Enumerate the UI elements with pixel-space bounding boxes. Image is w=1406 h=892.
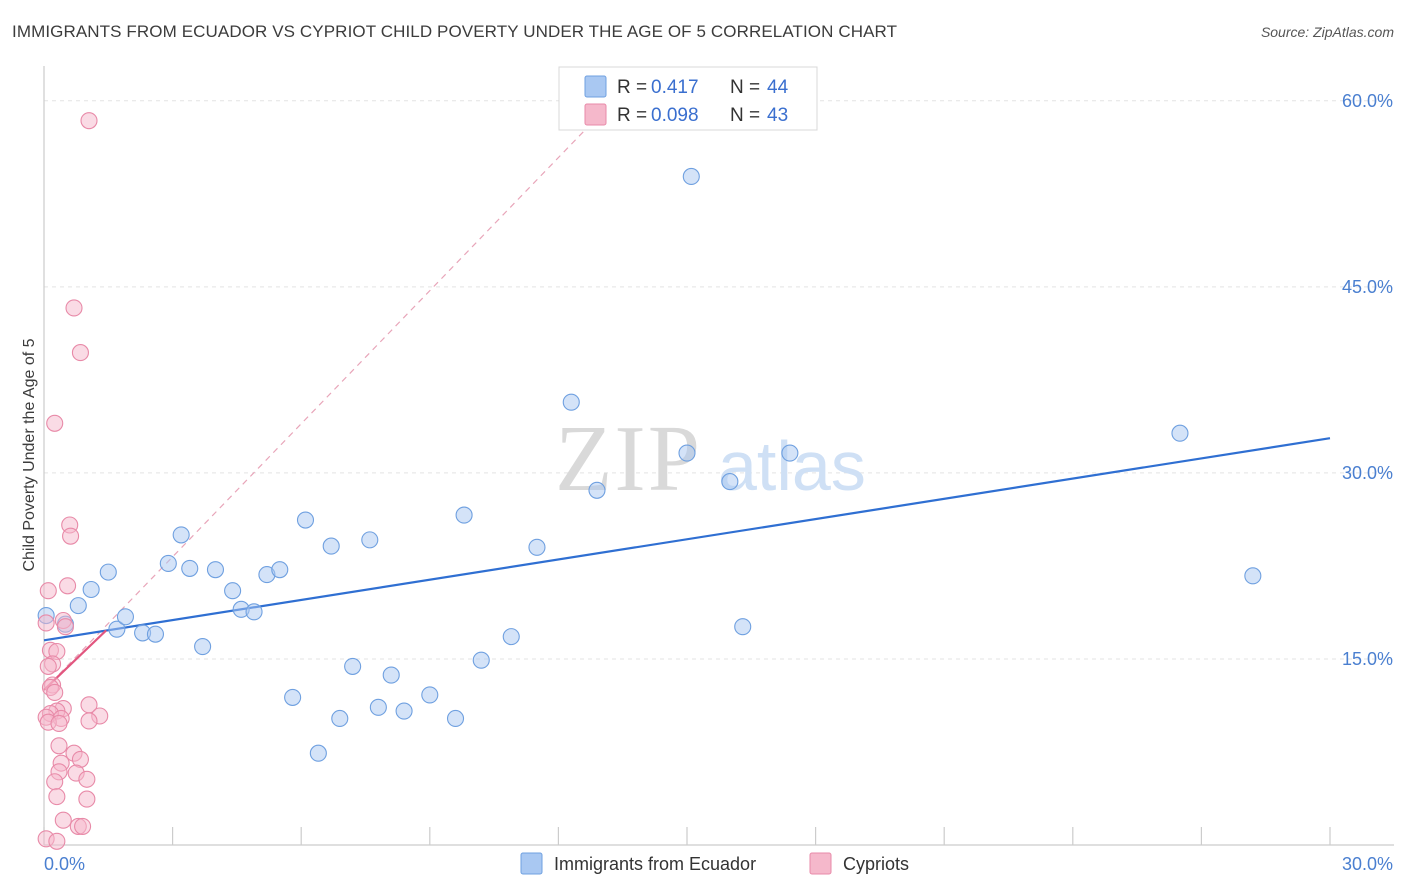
point-cypriots: [48, 832, 66, 850]
point-cypriots: [80, 712, 98, 730]
point-cypriots: [39, 657, 57, 675]
point-cypriots: [48, 788, 66, 806]
point-ecuador: [159, 554, 177, 572]
point-ecuador: [721, 473, 739, 491]
legend-r-label: R =: [617, 105, 647, 126]
trend-line-cypriots-extrapolated: [43, 112, 602, 691]
point-ecuador: [206, 561, 225, 579]
legend-swatch: [584, 103, 607, 126]
point-ecuador: [781, 444, 799, 462]
point-cypriots: [59, 577, 77, 595]
svg-text:ZIP: ZIP: [555, 407, 702, 511]
point-ecuador: [382, 666, 400, 684]
point-cypriots: [78, 790, 96, 808]
point-ecuador: [734, 618, 752, 636]
point-ecuador: [421, 686, 439, 704]
point-cypriots: [46, 683, 64, 701]
bottom-legend-swatch: [520, 852, 543, 875]
point-ecuador: [562, 393, 580, 411]
point-ecuador: [1171, 424, 1189, 442]
point-cypriots: [80, 112, 98, 130]
point-ecuador: [172, 526, 190, 544]
point-ecuador: [528, 538, 546, 556]
point-ecuador: [99, 563, 117, 581]
point-ecuador: [446, 709, 465, 728]
point-cypriots: [50, 714, 68, 732]
point-ecuador: [588, 481, 606, 499]
point-ecuador: [296, 511, 315, 529]
legend-n-value: 43: [767, 105, 788, 126]
point-ecuador: [82, 580, 100, 599]
point-ecuador: [181, 559, 199, 577]
bottom-legend-label: Immigrants from Ecuador: [554, 854, 756, 874]
gridlines: [44, 100, 1394, 660]
chart-title: IMMIGRANTS FROM ECUADOR VS CYPRIOT CHILD…: [12, 22, 898, 41]
point-ecuador: [395, 702, 413, 720]
point-ecuador: [194, 637, 212, 656]
point-ecuador: [331, 709, 349, 728]
point-cypriots: [46, 414, 64, 432]
legend: R = 0.417 N = 44 R = 0.098 N = 43: [558, 66, 818, 131]
y-tick-label: 60.0%: [1342, 91, 1393, 111]
y-tick-label: 15.0%: [1342, 649, 1393, 669]
x-tick-label: 0.0%: [44, 854, 85, 874]
point-cypriots: [62, 527, 80, 545]
point-ecuador: [1244, 567, 1262, 585]
y-tick-label: 30.0%: [1342, 463, 1393, 483]
point-ecuador: [146, 625, 165, 643]
point-ecuador: [309, 744, 327, 762]
point-cypriots: [78, 770, 96, 788]
legend-swatch: [584, 75, 607, 98]
legend-n-label: N =: [730, 105, 760, 126]
y-tick-label: 45.0%: [1342, 277, 1393, 297]
point-cypriots: [39, 582, 57, 600]
point-ecuador: [271, 561, 289, 579]
point-cypriots: [74, 817, 92, 835]
data-points: [37, 112, 1262, 850]
legend-n-label: N =: [730, 77, 760, 98]
legend-r-label: R =: [617, 77, 647, 98]
point-ecuador: [344, 657, 362, 675]
bottom-legend: Immigrants from Ecuador Cypriots: [520, 852, 909, 875]
point-ecuador: [361, 531, 379, 549]
point-cypriots: [71, 344, 89, 362]
point-ecuador: [322, 537, 340, 555]
point-ecuador: [678, 444, 696, 462]
point-ecuador: [502, 628, 520, 646]
legend-n-value: 44: [767, 77, 789, 98]
point-ecuador: [116, 608, 134, 626]
point-cypriots: [54, 811, 72, 829]
point-cypriots: [37, 614, 55, 632]
point-ecuador: [682, 167, 700, 186]
zipatlas-watermark: ZIP atlas: [555, 407, 866, 511]
point-ecuador: [284, 688, 302, 706]
point-cypriots: [50, 737, 68, 755]
point-ecuador: [369, 698, 387, 716]
point-cypriots: [65, 299, 83, 317]
point-ecuador: [224, 582, 242, 600]
point-ecuador: [472, 651, 490, 669]
y-axis-label: Child Poverty Under the Age of 5: [21, 338, 38, 571]
point-ecuador: [245, 603, 263, 621]
point-ecuador: [69, 597, 87, 615]
svg-text:atlas: atlas: [718, 427, 866, 505]
point-ecuador: [455, 506, 473, 524]
legend-r-value: 0.098: [651, 105, 699, 126]
bottom-legend-label: Cypriots: [843, 854, 909, 874]
legend-r-value: 0.417: [651, 77, 699, 98]
tick-labels: 15.0% 30.0% 45.0% 60.0% 0.0% 30.0%: [44, 91, 1393, 874]
y-axis-label-text: Child Poverty Under the Age of 5: [21, 338, 38, 571]
x-tick-label: 30.0%: [1342, 854, 1393, 874]
point-ecuador: [108, 620, 126, 638]
bottom-legend-swatch: [809, 852, 832, 875]
chart-source: Source: ZipAtlas.com: [1260, 24, 1394, 40]
point-cypriots: [56, 618, 74, 636]
point-cypriots: [46, 773, 64, 791]
